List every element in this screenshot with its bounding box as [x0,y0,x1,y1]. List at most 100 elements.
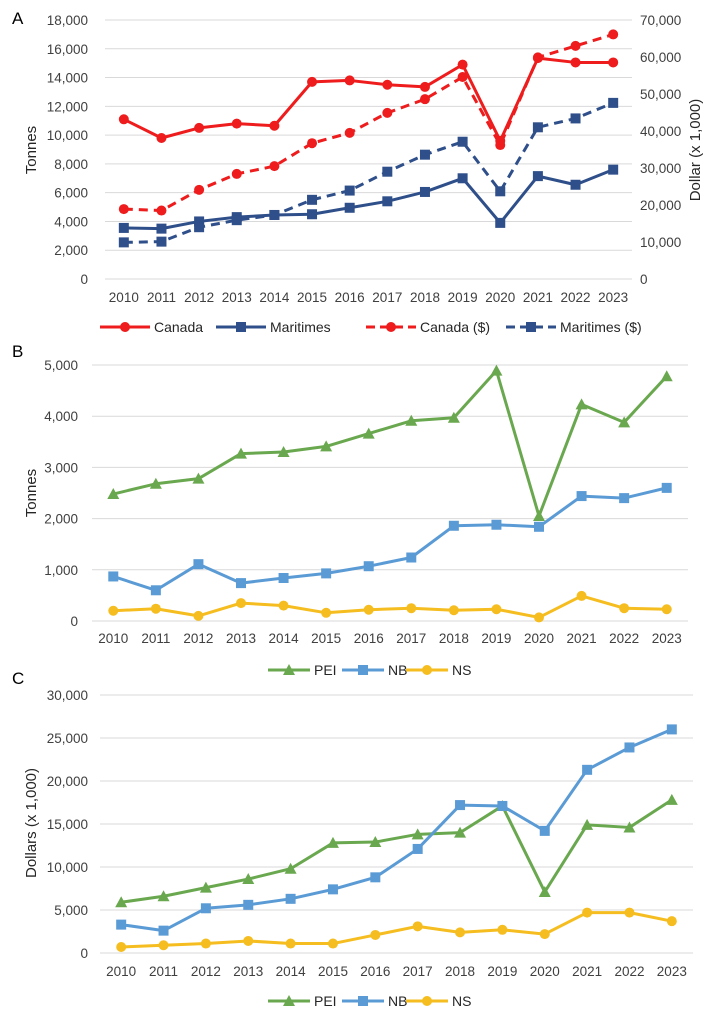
x-tick-label: 2018 [439,631,469,646]
data-point [457,59,468,70]
data-point [666,724,677,735]
data-point [575,398,588,410]
legend-label-pei: PEI [314,993,337,1009]
y-tick-label: 10,000 [47,128,88,143]
legend-marker-maritimes [526,322,536,332]
series-line [112,486,668,592]
x-tick-label: 2013 [233,964,263,979]
data-point [108,571,119,582]
data-point [406,603,417,614]
x-tick-label: 2011 [149,964,178,979]
data-point [194,122,205,133]
y2-tick-label: 60,000 [640,50,681,65]
x-tick-label: 2016 [354,631,384,646]
data-point [533,510,545,522]
legend-marker-pei [283,995,295,1006]
y-tick-label: 0 [70,614,78,629]
data-point [156,205,167,216]
data-point [623,821,636,833]
y2-tick-label: 70,000 [640,13,681,28]
x-tick-label: 2015 [318,964,348,979]
data-point [235,447,247,459]
y2-tick-label: 40,000 [640,124,681,139]
data-point [454,826,467,838]
data-point [448,605,459,616]
x-tick-label: 2013 [222,290,252,305]
data-point [363,604,374,615]
series-line [113,594,667,619]
data-point [277,446,290,458]
data-point [344,127,355,138]
x-tick-label: 2019 [481,631,511,646]
legend: PEI NB NS [268,993,471,1009]
series-maritimes [118,164,619,234]
legend-marker-ns [422,665,432,675]
data-point [608,164,619,175]
series-ns [108,590,672,623]
series-nb [108,482,672,596]
x-tick-label: 2011 [141,631,170,646]
x-tick-label: 2011 [147,290,176,305]
legend-label-maritimes: Maritimes ($) [560,319,642,335]
legend-label-maritimes: Maritimes [270,319,331,335]
data-point [118,114,129,125]
data-point [405,414,418,426]
y2-tick-label: 30,000 [640,161,681,176]
y2-tick-label: 0 [640,272,648,287]
series-line [120,728,673,933]
data-point [321,568,332,579]
y2-tick-label: 10,000 [640,235,681,250]
series-line [121,911,673,949]
data-point [118,222,129,233]
data-point [382,166,393,177]
x-tick-label: 2016 [360,964,390,979]
y-tick-label: 10,000 [47,860,88,875]
panel-label: B [12,342,23,361]
x-tick-label: 2023 [598,290,628,305]
x-tick-label: 2020 [485,290,515,305]
data-point [448,520,459,531]
y2-axis-title: Dollar (x 1,000) [687,99,704,202]
data-point [497,924,508,935]
data-point [242,873,255,885]
data-point [199,881,212,893]
x-tick-label: 2015 [297,290,327,305]
data-point [665,793,678,805]
data-point [581,818,594,830]
data-point [285,938,296,949]
data-point [193,559,204,570]
data-point [419,81,430,92]
data-point [455,927,466,938]
data-point [107,488,120,500]
x-tick-label: 2022 [614,964,644,979]
data-point [194,222,205,233]
data-point [570,40,581,51]
data-point [457,136,468,147]
legend-marker-pei [283,664,295,675]
data-point [419,149,430,160]
x-tick-label: 2014 [259,290,290,305]
data-point [534,612,544,623]
x-tick-label: 2013 [226,631,256,646]
data-point [532,52,543,63]
y-tick-label: 6,000 [54,186,88,201]
data-point [608,97,619,108]
legend-label-canada: Canada ($) [420,319,490,335]
y-tick-label: 0 [80,272,88,287]
data-point [344,202,355,213]
data-point [491,519,502,530]
series-line [120,798,673,904]
data-point [661,604,672,615]
data-point [661,482,672,493]
y-tick-label: 5,000 [54,903,88,918]
data-point [539,929,550,940]
data-point [116,941,127,952]
data-point [307,138,318,149]
x-tick-label: 2017 [372,290,402,305]
data-point [307,194,318,205]
legend-label-canada: Canada [154,319,203,335]
data-point [116,919,127,930]
data-point [327,938,338,949]
y2-tick-label: 50,000 [640,87,681,102]
